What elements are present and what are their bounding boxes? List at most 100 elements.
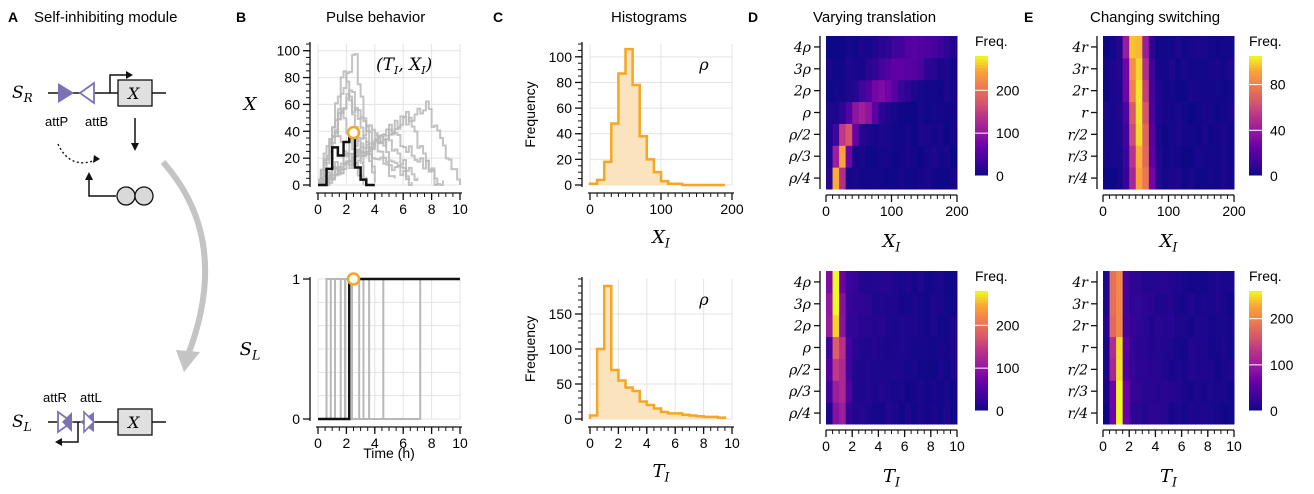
heatmap-cell [1161, 79, 1169, 103]
heatmap-cell [884, 380, 892, 403]
x-tick-label: 0 [1099, 438, 1107, 454]
heatmap-cell [1181, 292, 1189, 316]
dotted-recombination-arc [57, 143, 97, 164]
heatmap-cell [1109, 292, 1117, 316]
heatmap-cell [858, 123, 866, 146]
heatmap-cell [1129, 402, 1137, 425]
heatmap-cell [1109, 314, 1117, 338]
heatmap-cell [1214, 358, 1222, 381]
y-tick-label: 40 [284, 123, 300, 139]
colorbar-segment [975, 95, 988, 99]
heatmap-cell [898, 36, 906, 59]
heatmap-cell [1214, 402, 1222, 425]
heatmap-cell [930, 292, 938, 316]
heatmap-cell [898, 358, 906, 381]
heatmap-cell [911, 402, 919, 425]
heatmap-cell [858, 101, 866, 124]
colorbar-segment [1249, 101, 1262, 105]
colorbar-segment [1249, 372, 1262, 376]
heatmap-cell [937, 380, 945, 403]
colorbar-segment [1249, 80, 1262, 84]
heatmap-cell [904, 380, 912, 403]
heatmap-cell [891, 101, 899, 124]
colorbar-segment [975, 59, 988, 63]
heatmap-cell [871, 79, 879, 103]
y-tick-label: 3r [1072, 62, 1089, 78]
colorbar-tick-label: 200 [996, 317, 1020, 333]
heatmap-cell [1214, 167, 1222, 190]
heatmap-cell [1129, 36, 1137, 59]
heatmap-cell [911, 167, 919, 190]
heatmap-cell [832, 79, 840, 103]
heatmap-cell [1175, 271, 1183, 294]
colorbar-segment [1249, 369, 1262, 373]
heatmap-cell [1129, 271, 1137, 294]
attb-triangle-icon [78, 81, 95, 105]
colorbar-segment [975, 140, 988, 144]
colorbar-label: Freq. [1249, 33, 1282, 49]
heatmap-cell [826, 380, 834, 403]
heatmap-cell [1207, 79, 1215, 103]
heatmap-cell [924, 292, 932, 316]
heatmap-cell [871, 358, 879, 381]
heatmap-cell [1214, 123, 1222, 146]
colorbar-segment [975, 384, 988, 388]
heatmap-cell [1168, 101, 1176, 124]
colorbar-segment [975, 125, 988, 129]
heatmap-cell [943, 36, 951, 59]
colorbar-segment [975, 408, 988, 412]
colorbar-segment [975, 104, 988, 108]
heatmap-cell [950, 380, 958, 403]
heatmap-cell [871, 271, 879, 294]
y-tick-label: 40 [556, 126, 572, 142]
colorbar-segment [1249, 149, 1262, 153]
heatmap-cell [1220, 358, 1228, 381]
y-tick-label: 20 [284, 150, 300, 166]
panel-a-letter: A [8, 9, 18, 25]
x-tick-label: 10 [1226, 438, 1242, 454]
colorbar-tick-label: 80 [1270, 77, 1286, 93]
heatmap-cell [924, 380, 932, 403]
heatmap-cell [937, 79, 945, 103]
histogram-fill [590, 286, 725, 419]
heatmap-cell [1148, 167, 1156, 190]
y-tick-label: ρ/2 [788, 362, 811, 378]
heatmap-cell [1201, 402, 1209, 425]
heatmap-cell [884, 145, 892, 168]
heatmap-cell [1227, 167, 1235, 190]
heatmap-cell [1109, 145, 1117, 168]
heatmap-cell [950, 402, 958, 425]
heatmap-cell [943, 145, 951, 168]
colorbar-segment [1249, 152, 1262, 156]
heatmap-cell [884, 314, 892, 338]
heatmap-cell [924, 57, 932, 81]
heatmap-cell [884, 36, 892, 59]
heatmap-cell [1220, 79, 1228, 103]
colorbar-segment [1249, 74, 1262, 78]
y-tick-label: 3ρ [794, 297, 812, 313]
s-r-label: SR [12, 83, 33, 105]
heatmap-cell [878, 101, 886, 124]
colorbar-segment [975, 309, 988, 313]
heatmap-cell [917, 314, 925, 338]
heatmap-cell [865, 402, 873, 425]
heatmap-cell [1181, 314, 1189, 338]
axes-B_bottom: 0 2 4 6 8 10 0 1 SL Time (h) [240, 271, 468, 461]
heatmap-cell [1122, 292, 1130, 316]
x-axis-label: Time (h) [363, 445, 415, 461]
heatmap-cell [1188, 314, 1196, 338]
colorbar-segment [975, 381, 988, 385]
colorbar-label: Freq. [1249, 268, 1282, 284]
colorbar-segment [1249, 122, 1262, 126]
heatmap-cell [871, 57, 879, 81]
x-tick-label: 8 [700, 435, 708, 451]
heatmap-cell [1155, 167, 1163, 190]
heatmap-cell [865, 271, 873, 294]
heatmap-cell [871, 145, 879, 168]
y-tick-label: r/2 [1068, 127, 1088, 143]
heatmap-cell [884, 271, 892, 294]
y-tick-label: 60 [556, 100, 572, 116]
heatmap-cell [930, 36, 938, 59]
colorbar-segment [1249, 116, 1262, 120]
heatmap-cell [1227, 380, 1235, 403]
